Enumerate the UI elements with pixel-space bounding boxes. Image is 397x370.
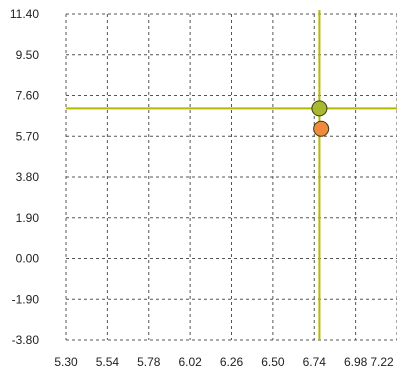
x-tick-label: 6.74	[303, 355, 327, 369]
grid	[65, 13, 397, 341]
data-points	[311, 100, 330, 137]
y-tick-label: 5.70	[16, 129, 40, 143]
x-tick-label: 6.26	[220, 355, 244, 369]
y-tick-label: -1.90	[12, 292, 40, 306]
x-tick-label: 6.98	[344, 355, 368, 369]
data-point	[311, 100, 328, 117]
data-point	[313, 120, 330, 137]
y-axis-tick-labels: 11.40 9.50 7.60 5.70 3.80 1.90 0.00 -1.90 -3.80	[10, 7, 39, 347]
crosshair	[66, 10, 397, 340]
y-tick-label: 3.80	[16, 170, 40, 184]
y-tick-label: -3.80	[12, 333, 40, 347]
y-tick-label: 1.90	[16, 211, 40, 225]
y-tick-label: 9.50	[16, 48, 40, 62]
y-tick-label: 0.00	[16, 252, 40, 266]
y-tick-label: 11.40	[10, 7, 39, 21]
y-tick-label: 7.60	[16, 89, 40, 103]
x-tick-label: 5.30	[54, 355, 78, 369]
x-axis-tick-labels: 5.30 5.54 5.78 6.02 6.26 6.50 6.74 6.98 7.22	[54, 355, 394, 369]
x-tick-label: 6.02	[178, 355, 202, 369]
x-tick-label: 5.54	[96, 355, 120, 369]
x-tick-label: 7.22	[370, 355, 394, 369]
x-tick-label: 6.50	[261, 355, 285, 369]
x-tick-label: 5.78	[137, 355, 161, 369]
